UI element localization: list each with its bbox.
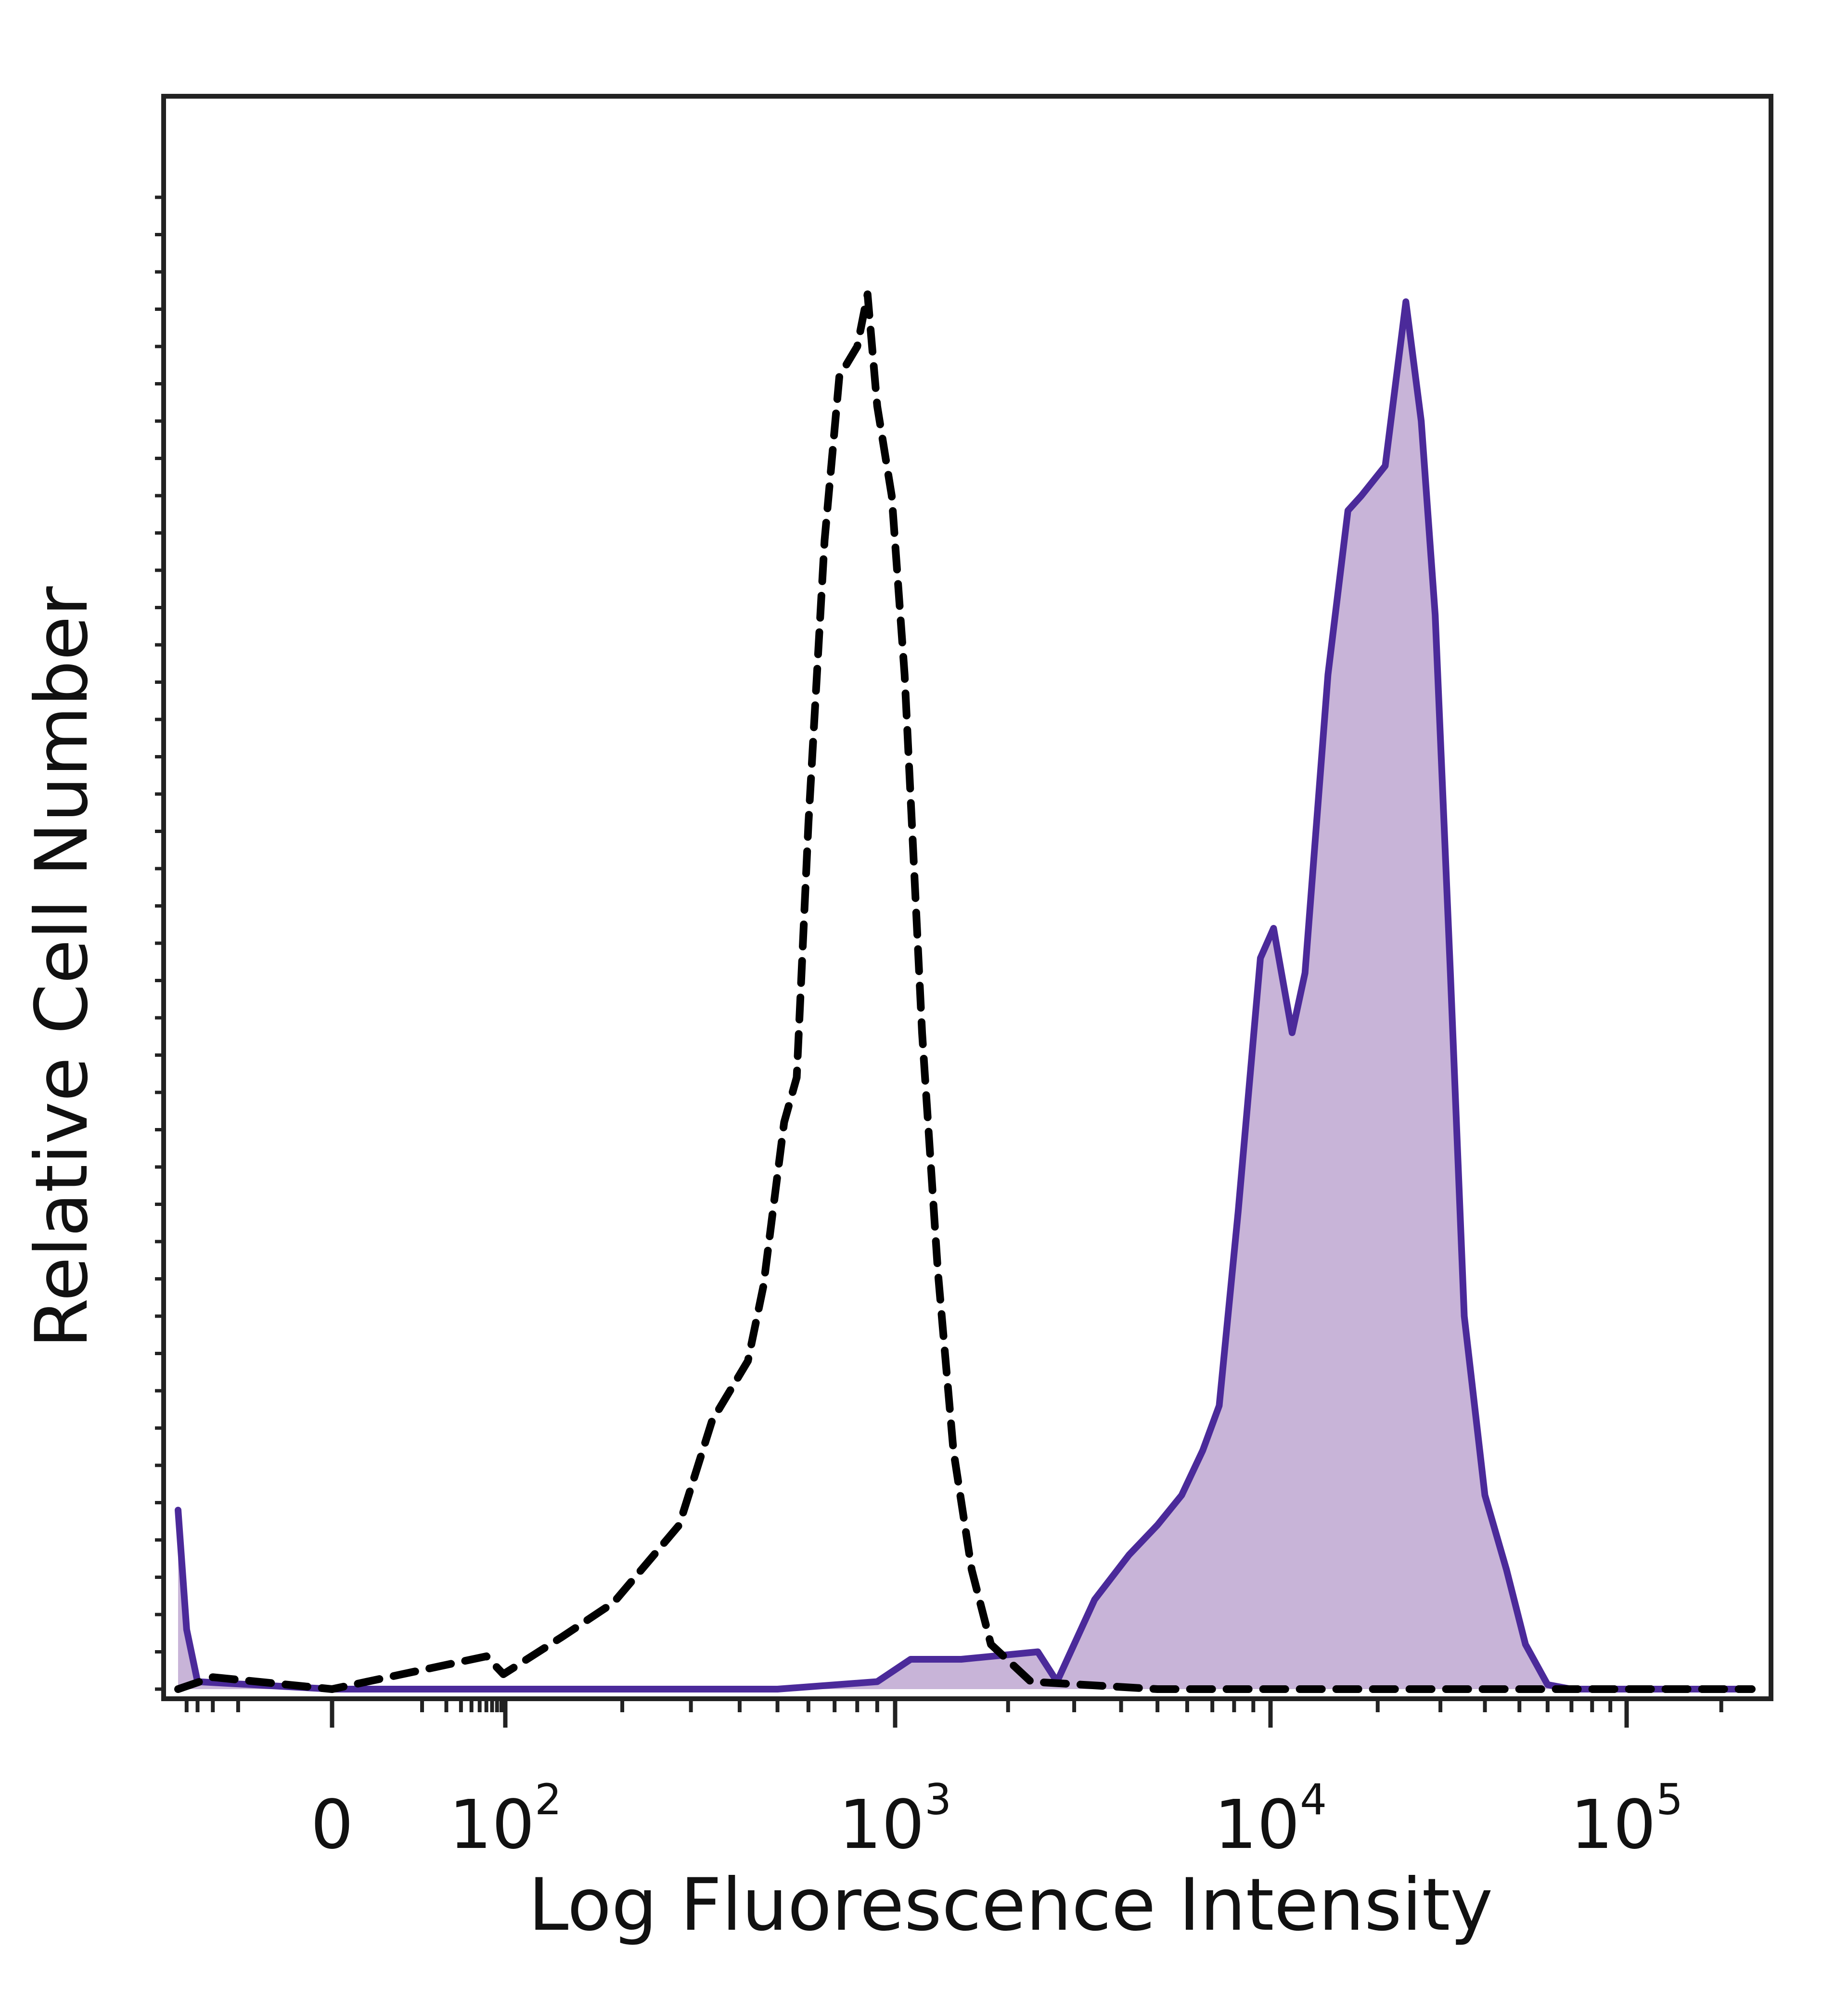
plot-frame (161, 94, 1773, 1701)
series-1-line (174, 290, 1756, 1693)
series-2-area (178, 302, 1752, 1689)
series-2-line (175, 298, 1755, 1692)
plot-frame-group (161, 94, 1773, 1701)
x-axis: 0 102 103 104 105 (184, 1699, 1723, 1864)
x-tick-label: 105 (1570, 1775, 1683, 1864)
x-tick-label: 103 (839, 1775, 951, 1864)
x-tick-label: 104 (1214, 1775, 1327, 1864)
x-tick-label: 0 (310, 1786, 353, 1864)
y-axis-label: Relative Cell Number (20, 586, 104, 1348)
x-axis-label: Log Fluorescence Intensity (528, 1863, 1493, 1947)
series-layer (174, 290, 1756, 1693)
y-axis (155, 195, 164, 1691)
x-tick-label: 102 (449, 1775, 562, 1864)
